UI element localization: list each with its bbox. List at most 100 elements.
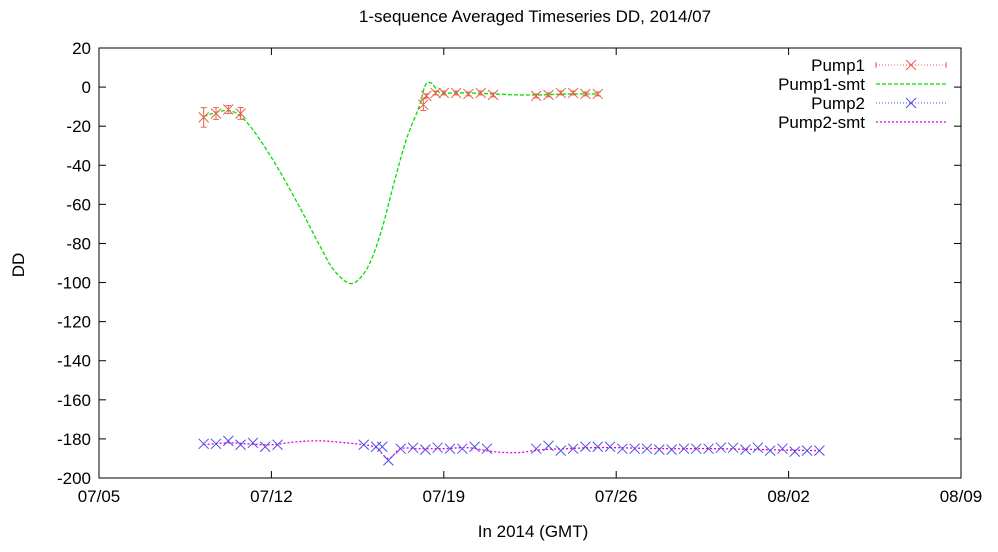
series-line xyxy=(203,440,820,460)
y-tick-label: -180 xyxy=(57,430,91,449)
data-point xyxy=(543,440,554,452)
y-tick-label: -60 xyxy=(66,195,91,214)
x-tick-label: 07/19 xyxy=(423,487,466,506)
data-point xyxy=(592,88,604,100)
series-pump1-smt xyxy=(203,81,598,285)
chart-title: 1-sequence Averaged Timeseries DD, 2014/… xyxy=(359,7,711,26)
series-pump1 xyxy=(198,87,604,128)
data-point xyxy=(222,104,234,115)
x-tick-label: 07/12 xyxy=(250,487,293,506)
y-tick-label: 0 xyxy=(82,78,91,97)
x-tick-label: 08/02 xyxy=(767,487,810,506)
data-point xyxy=(641,443,653,455)
data-point xyxy=(530,443,542,455)
y-axis-ticks: 20 0 -20 -40 -60 -80 -100 -120 -140 -160 -180 -200 xyxy=(57,39,961,488)
data-point xyxy=(438,87,450,99)
data-point xyxy=(567,443,579,455)
data-point xyxy=(419,444,431,456)
legend-label: Pump2 xyxy=(811,94,865,113)
data-point xyxy=(235,108,246,119)
data-point xyxy=(543,89,554,101)
legend-item: Pump1 xyxy=(811,56,947,75)
data-point xyxy=(703,443,714,455)
data-point xyxy=(789,446,801,457)
y-tick-label: -100 xyxy=(57,274,91,293)
data-point xyxy=(487,89,499,101)
series-pump2 xyxy=(198,435,825,466)
series-pump2-smt xyxy=(203,440,820,460)
data-point xyxy=(764,445,776,456)
legend-label: Pump2-smt xyxy=(778,113,865,132)
data-point xyxy=(463,88,474,100)
data-point xyxy=(444,443,456,455)
legend-marker xyxy=(905,97,917,109)
data-point xyxy=(247,437,259,449)
x-axis-ticks: 07/05 07/12 07/19 07/26 08/02 08/09 xyxy=(78,48,983,506)
data-point xyxy=(653,444,665,456)
data-point xyxy=(580,441,591,453)
y-tick-label: -80 xyxy=(66,234,91,253)
x-tick-label: 08/09 xyxy=(940,487,983,506)
data-point xyxy=(272,439,283,451)
x-tick-label: 07/26 xyxy=(595,487,638,506)
y-tick-label: -200 xyxy=(57,469,91,488)
data-point xyxy=(567,87,579,99)
data-point xyxy=(222,435,234,447)
data-point xyxy=(801,445,813,456)
data-point xyxy=(198,438,210,450)
data-point xyxy=(814,445,825,456)
y-tick-label: 20 xyxy=(72,39,91,58)
data-point xyxy=(727,442,739,454)
data-point xyxy=(678,443,690,455)
data-point xyxy=(450,87,462,99)
legend-item: Pump2 xyxy=(811,94,946,113)
data-point xyxy=(210,108,222,119)
data-point xyxy=(555,87,567,99)
x-axis-label: In 2014 (GMT) xyxy=(478,522,589,541)
data-point xyxy=(715,442,727,454)
y-tick-label: -140 xyxy=(57,352,91,371)
legend-label: Pump1 xyxy=(811,56,865,75)
data-point xyxy=(383,455,394,466)
plot-area-frame xyxy=(98,47,962,479)
series-layer xyxy=(198,81,825,466)
data-point xyxy=(358,439,370,451)
legend-item: Pump1-smt xyxy=(778,75,946,94)
y-tick-label: -40 xyxy=(66,156,91,175)
y-tick-label: -20 xyxy=(66,117,91,136)
legend-item: Pump2-smt xyxy=(778,113,946,132)
data-point xyxy=(740,444,751,456)
series-line xyxy=(203,81,598,285)
data-point xyxy=(617,443,628,455)
data-point xyxy=(629,443,641,455)
data-point xyxy=(456,443,468,455)
data-point xyxy=(395,443,407,455)
data-point xyxy=(690,443,702,455)
data-point xyxy=(417,99,429,111)
data-point xyxy=(752,442,764,454)
data-point xyxy=(469,441,480,453)
data-point xyxy=(198,112,210,123)
legend-label: Pump1-smt xyxy=(778,75,865,94)
data-point xyxy=(407,442,419,454)
data-point xyxy=(259,441,271,453)
y-axis-label: DD xyxy=(9,253,28,278)
legend-marker xyxy=(905,59,917,71)
data-point xyxy=(475,87,487,99)
data-point xyxy=(432,442,443,454)
data-point xyxy=(430,87,441,99)
y-tick-label: -120 xyxy=(57,313,91,332)
data-point xyxy=(580,88,591,100)
data-point xyxy=(210,438,222,450)
data-point xyxy=(481,443,493,455)
data-point xyxy=(666,444,677,456)
x-tick-label: 07/05 xyxy=(78,487,121,506)
data-point xyxy=(592,441,604,453)
data-point xyxy=(376,441,388,453)
data-point xyxy=(604,441,616,453)
data-point xyxy=(555,445,567,456)
data-point xyxy=(235,439,246,451)
y-tick-label: -160 xyxy=(57,391,91,410)
